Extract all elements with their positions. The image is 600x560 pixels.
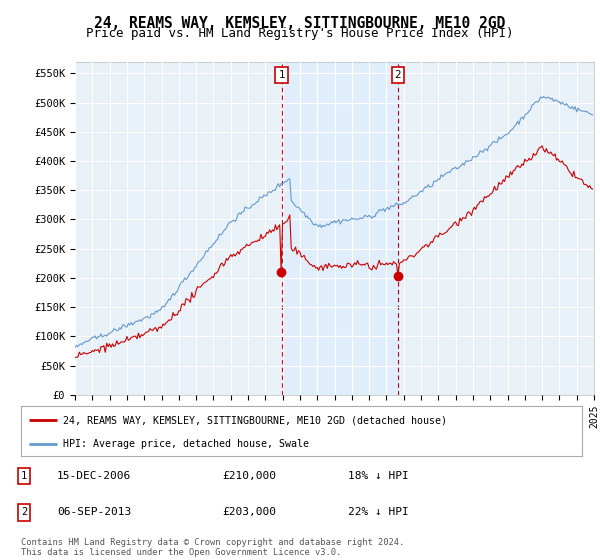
Bar	[282, 62, 398, 395]
Text: 1: 1	[21, 471, 27, 481]
Text: 06-SEP-2013: 06-SEP-2013	[57, 507, 131, 517]
Text: 24, REAMS WAY, KEMSLEY, SITTINGBOURNE, ME10 2GD (detached house): 24, REAMS WAY, KEMSLEY, SITTINGBOURNE, M…	[63, 415, 447, 425]
Text: Contains HM Land Registry data © Crown copyright and database right 2024.
This d: Contains HM Land Registry data © Crown c…	[21, 538, 404, 557]
Text: HPI: Average price, detached house, Swale: HPI: Average price, detached house, Swal…	[63, 439, 309, 449]
Text: 18% ↓ HPI: 18% ↓ HPI	[348, 471, 409, 481]
Text: 24, REAMS WAY, KEMSLEY, SITTINGBOURNE, ME10 2GD: 24, REAMS WAY, KEMSLEY, SITTINGBOURNE, M…	[94, 16, 506, 31]
Text: Price paid vs. HM Land Registry's House Price Index (HPI): Price paid vs. HM Land Registry's House …	[86, 27, 514, 40]
Text: £210,000: £210,000	[222, 471, 276, 481]
Text: 1: 1	[278, 70, 285, 80]
Text: 2: 2	[395, 70, 401, 80]
Text: 22% ↓ HPI: 22% ↓ HPI	[348, 507, 409, 517]
Text: 2: 2	[21, 507, 27, 517]
Text: 15-DEC-2006: 15-DEC-2006	[57, 471, 131, 481]
Text: £203,000: £203,000	[222, 507, 276, 517]
